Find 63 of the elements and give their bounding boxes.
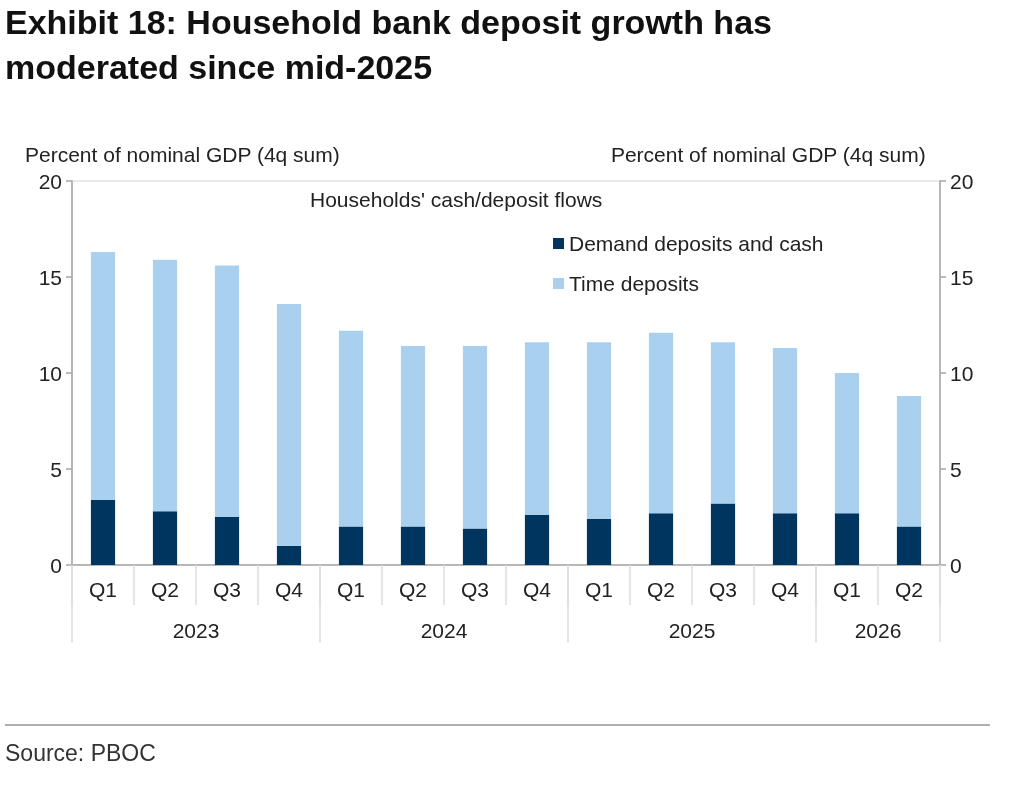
y2-tick-label: 10 [950, 361, 974, 385]
chart-title: Exhibit 18: Household bank deposit growth has moderated since mid-2025 [5, 2, 773, 88]
bar [462, 528, 488, 565]
x-tick-label: Q3 [212, 578, 242, 601]
y2-tick-label: 15 [950, 265, 974, 289]
y-tick-label: 15 [38, 265, 62, 289]
bar [772, 513, 798, 565]
bar [400, 526, 426, 565]
bar [338, 330, 364, 527]
x-tick-label: Q2 [646, 578, 676, 601]
y-tick-label: 10 [38, 361, 62, 385]
bar [214, 517, 240, 565]
bar [710, 503, 736, 565]
y-tick-label: 20 [38, 169, 62, 193]
x-tick-label: Q1 [832, 578, 862, 601]
bar [648, 513, 674, 565]
bar [772, 348, 798, 514]
bar [338, 526, 364, 565]
x-tick-label: Q2 [398, 578, 428, 601]
x-tick-label: Q3 [708, 578, 738, 601]
source-note: Source: PBOC [5, 739, 156, 768]
bar [834, 513, 860, 565]
y2-tick-label: 5 [950, 457, 962, 481]
bar [524, 342, 550, 516]
bar [834, 373, 860, 514]
y2-tick-label: 20 [950, 169, 974, 193]
x-tick-label: Q2 [894, 578, 924, 601]
x-tick-label: Q4 [770, 578, 800, 601]
x-tick-label: Q1 [336, 578, 366, 601]
bar [90, 499, 116, 565]
legend-title: Households' cash/deposit flows [310, 188, 603, 211]
text: 2024 [420, 618, 468, 642]
bar [276, 303, 302, 546]
bar [90, 252, 116, 500]
y2-axis-title: Percent of nominal GDP (4q sum) [610, 143, 926, 166]
bar [462, 346, 488, 529]
x-tick-label: Q4 [274, 578, 304, 601]
x-tick-label: Q2 [150, 578, 180, 601]
text: 2025 [668, 618, 716, 642]
legend-label: Demand deposits and cash [569, 232, 824, 255]
bar [152, 511, 178, 565]
y-tick-label: 0 [50, 553, 62, 577]
text: 2023 [172, 618, 220, 642]
bar [152, 259, 178, 512]
x-tick-label: Q3 [460, 578, 490, 601]
text: 2026 [854, 618, 902, 642]
y2-tick-label: 0 [950, 553, 962, 577]
x-tick-label: Q1 [584, 578, 614, 601]
y-tick-label: 5 [50, 457, 62, 481]
bar [524, 515, 550, 565]
bar [896, 526, 922, 565]
bar [400, 346, 426, 527]
bar [896, 396, 922, 527]
bar [648, 332, 674, 514]
bar [586, 518, 612, 565]
bar [710, 342, 736, 504]
y-axis-title: Percent of nominal GDP (4q sum) [25, 143, 340, 166]
bar [586, 342, 612, 519]
legend-label: Time deposits [569, 272, 699, 295]
x-tick-label: Q1 [88, 578, 118, 601]
x-tick-label: Q4 [522, 578, 552, 601]
bar [276, 545, 302, 565]
bar [214, 265, 240, 517]
